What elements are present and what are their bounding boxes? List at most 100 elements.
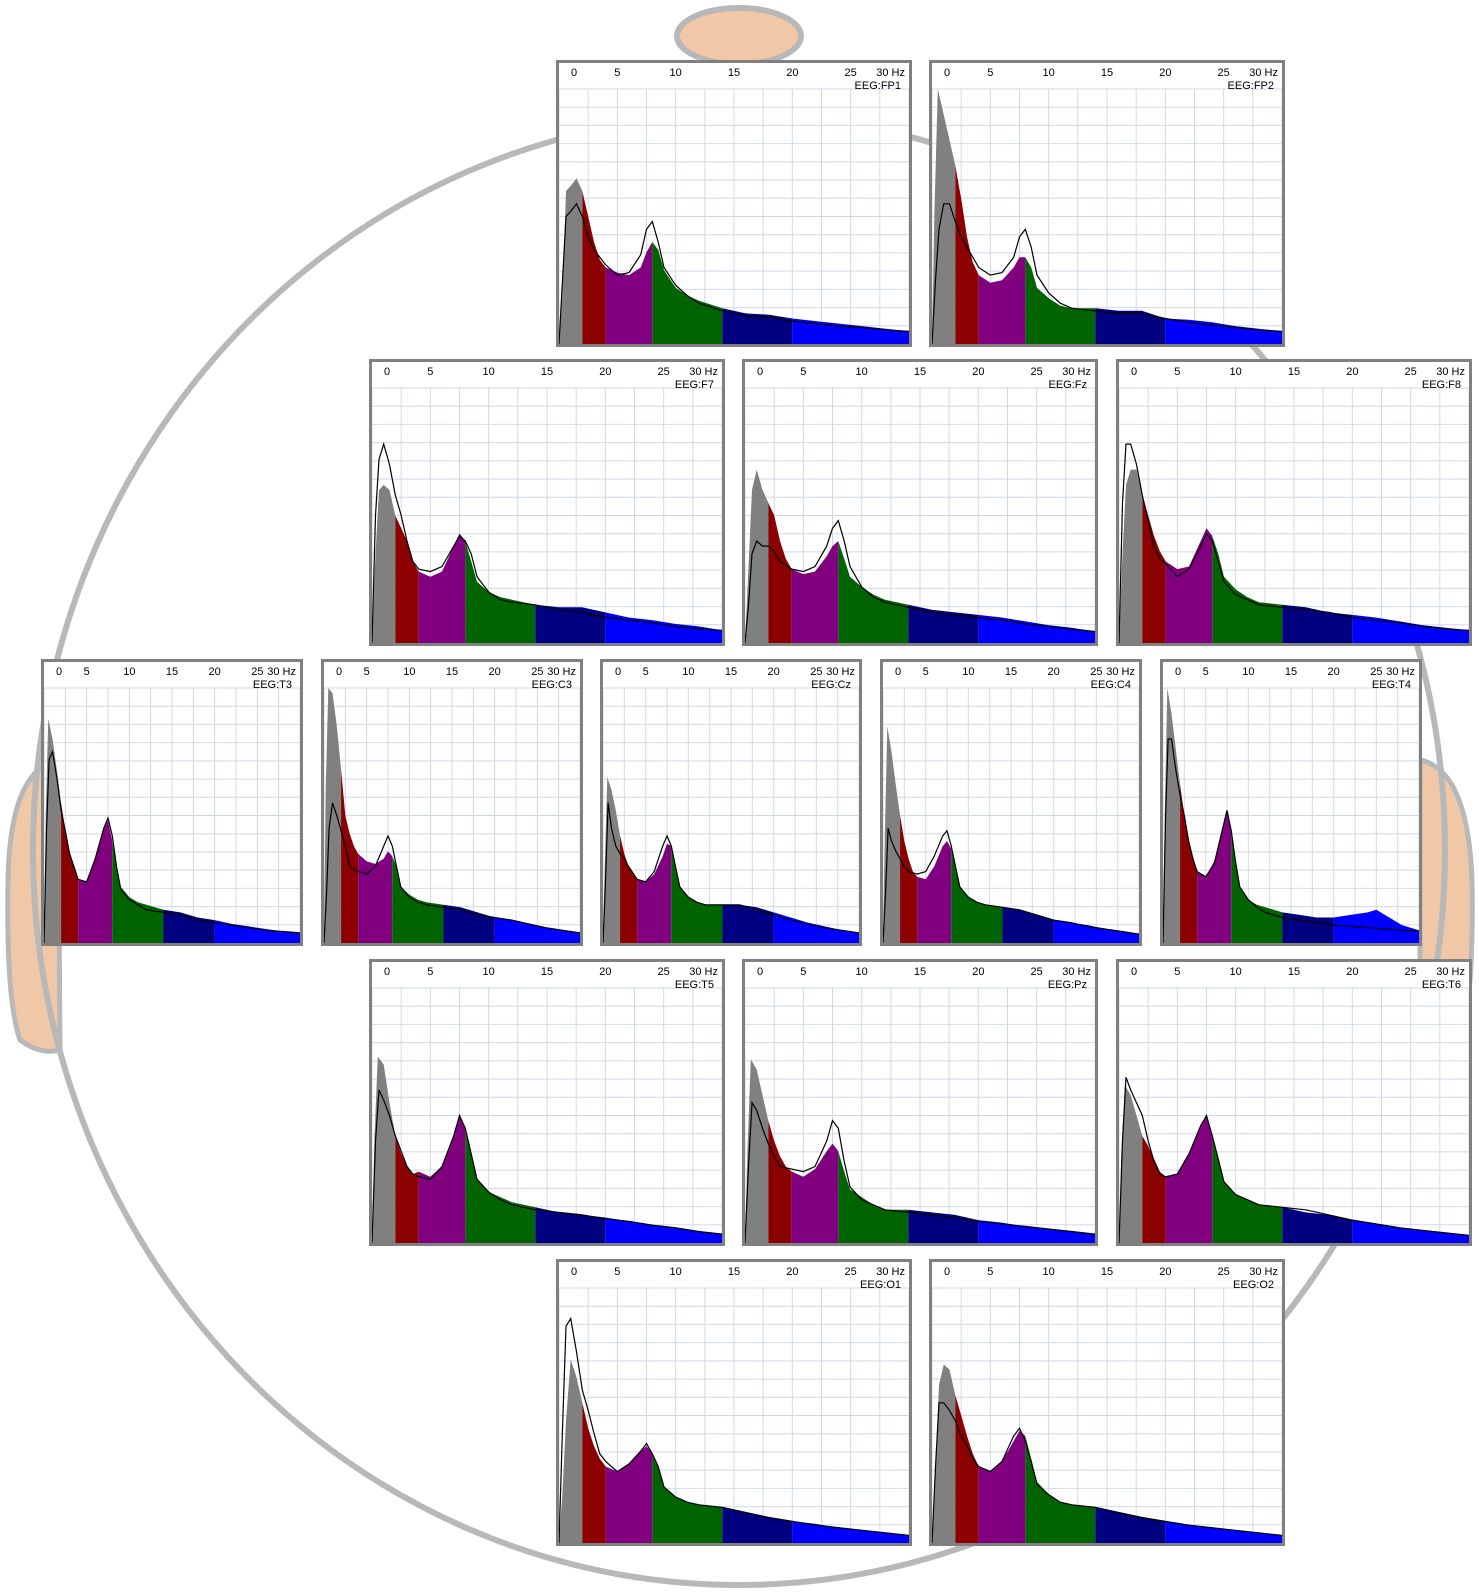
channel-label: EEG:F8 [1422,379,1461,391]
x-tick-label: 20 [209,666,221,678]
band-fill [932,89,956,344]
x-tick-label: 20 [599,366,611,378]
x-tick-label: 10 [670,67,682,79]
band-fill [1025,1364,1096,1543]
x-tick-label: 5 [84,666,90,678]
channel-label: EEG:T4 [1372,679,1411,691]
band-fill [341,688,359,943]
x-tick-label: 15 [728,1266,740,1278]
x-tick-label: 30 Hz [1249,67,1278,79]
band-fill [582,178,606,344]
band-fill [443,688,495,943]
band-fill [163,718,215,943]
reference-spectrum-line [1119,1077,1469,1243]
x-tick-label: 10 [1043,67,1055,79]
channel-panel: 0 5 10 15 20 25 30 Hz EEG:C4 [880,659,1142,946]
channel-label: EEG:Pz [1048,979,1087,991]
band-fill [1197,688,1232,943]
reference-spectrum-line [932,1402,1282,1543]
x-tick-label: 20 [1048,666,1060,678]
channel-panel: 0 5 10 15 20 25 30 Hz EEG:F8 [1116,359,1472,646]
channel-panel: 0 5 10 15 20 25 30 Hz EEG:Cz [600,659,862,946]
channel-panel: 0 5 10 15 20 25 30 Hz EEG:C3 [321,659,583,946]
band-fill [559,178,583,344]
x-tick-label: 20 [1346,966,1358,978]
x-tick-label: 20 [786,67,798,79]
x-tick-label: 0 [1131,366,1137,378]
x-tick-label: 25 [1218,1266,1230,1278]
band-fill [1025,89,1096,344]
x-tick-label: 30 Hz [826,666,855,678]
x-tick-label: 25 [845,67,857,79]
band-fill [1165,469,1213,643]
band-fill [358,688,393,943]
x-tick-label: 20 [972,966,984,978]
band-fill [392,688,444,943]
x-tick-label: 0 [384,366,390,378]
band-fill [603,777,621,943]
x-tick-label: 5 [364,666,370,678]
band-fill [465,1056,536,1243]
band-fill [951,726,1003,943]
x-tick-label: 5 [1174,966,1180,978]
band-fill [1282,469,1353,643]
channel-label: EEG:T5 [675,979,714,991]
x-tick-label: 20 [1159,1266,1171,1278]
channel-panel: 0 5 10 15 20 25 30 Hz EEG:O1 [556,1259,912,1546]
x-tick-label: 15 [1101,1266,1113,1278]
band-fill [978,1364,1026,1543]
x-tick-label: 0 [1131,966,1137,978]
band-fill [1119,469,1143,643]
x-tick-label: 15 [728,67,740,79]
x-tick-label: 0 [571,67,577,79]
band-fill [1142,1084,1166,1243]
x-tick-label: 5 [614,67,620,79]
reference-spectrum-line [932,203,1282,344]
x-tick-label: 20 [786,1266,798,1278]
channel-panel: 0 5 10 15 20 25 30 Hz EEG:F7 [369,359,725,646]
band-fill [908,1059,979,1243]
band-fill [917,726,952,943]
x-tick-label: 15 [166,666,178,678]
grid [1119,987,1469,1243]
x-tick-label: 30 Hz [1062,966,1091,978]
x-tick-label: 10 [1230,366,1242,378]
x-tick-label: 10 [856,966,868,978]
grid [372,387,722,643]
reference-spectrum-line [559,1316,909,1543]
x-tick-label: 30 Hz [1436,966,1465,978]
channel-label: EEG:C3 [532,679,572,691]
x-tick-label: 25 [1405,366,1417,378]
x-tick-label: 0 [336,666,342,678]
band-fill [418,484,466,643]
x-tick-label: 5 [614,1266,620,1278]
reference-spectrum-line [603,802,859,943]
x-tick-label: 15 [1101,67,1113,79]
x-tick-label: 15 [541,966,553,978]
band-fill [605,1359,653,1543]
x-tick-label: 15 [446,666,458,678]
x-tick-label: 5 [923,666,929,678]
band-fill [78,718,113,943]
band-fill [955,89,979,344]
band-fill [955,1364,979,1543]
x-tick-label: 10 [483,366,495,378]
channel-panel: 0 5 10 15 20 25 30 Hz EEG:FP2 [929,60,1285,347]
x-tick-label: 25 [1090,666,1102,678]
x-tick-label: 30 Hz [547,666,576,678]
band-fill [1095,89,1166,344]
channel-panel: 0 5 10 15 20 25 30 Hz EEG:O2 [929,1259,1285,1546]
nose-icon [674,5,804,67]
x-tick-label: 30 Hz [876,1266,905,1278]
x-tick-label: 0 [571,1266,577,1278]
x-tick-label: 15 [725,666,737,678]
x-tick-label: 30 Hz [689,366,718,378]
